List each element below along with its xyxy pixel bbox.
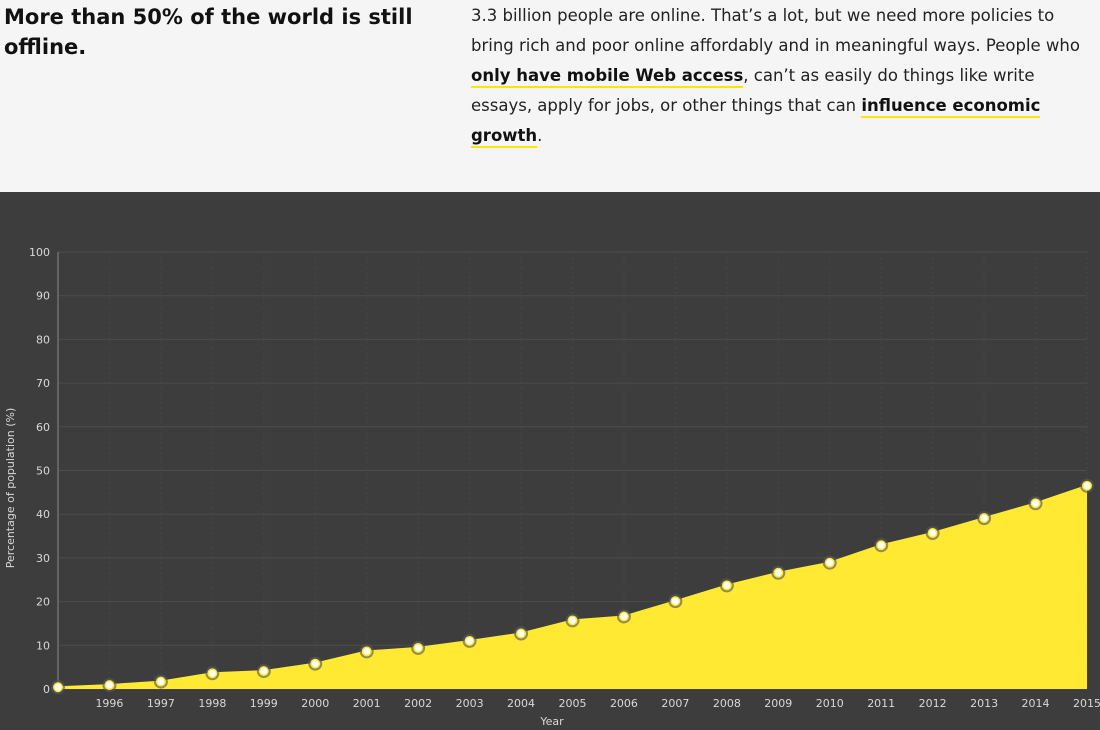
intro-text-2: , can’t as easily do things like write e… bbox=[471, 66, 1035, 115]
data-point[interactable] bbox=[258, 666, 269, 677]
x-tick-label: 2004 bbox=[507, 697, 535, 710]
x-tick-label: 2014 bbox=[1022, 697, 1050, 710]
x-tick-label: 1999 bbox=[250, 697, 278, 710]
x-axis-ticks: 1996 1997 1998 1999 2000 2001 2002 2003 2004 2005… bbox=[95, 697, 1100, 710]
data-point[interactable] bbox=[1030, 498, 1041, 509]
x-tick-label: 2011 bbox=[867, 697, 895, 710]
x-tick-label: 2007 bbox=[661, 697, 689, 710]
x-tick-label: 2015 bbox=[1073, 697, 1100, 710]
data-point[interactable] bbox=[567, 615, 578, 626]
x-tick-label: 2010 bbox=[816, 697, 844, 710]
y-tick-label: 20 bbox=[36, 596, 50, 609]
data-point[interactable] bbox=[207, 668, 218, 679]
y-axis-title: Percentage of population (%) bbox=[4, 408, 17, 569]
data-point[interactable] bbox=[721, 580, 732, 591]
data-points bbox=[51, 478, 1094, 695]
mobile-web-access-link[interactable]: only have mobile Web access bbox=[471, 66, 744, 88]
data-point[interactable] bbox=[155, 676, 166, 687]
y-axis-ticks: 0 10 20 30 40 50 60 70 80 90 100 bbox=[29, 246, 50, 696]
data-point[interactable] bbox=[310, 658, 321, 669]
x-tick-label: 1998 bbox=[198, 697, 226, 710]
data-point[interactable] bbox=[1082, 480, 1092, 491]
data-point[interactable] bbox=[824, 557, 835, 568]
intro-section: More than 50% of the world is still offl… bbox=[0, 0, 1100, 192]
x-tick-label: 1996 bbox=[95, 697, 123, 710]
y-tick-label: 10 bbox=[36, 639, 50, 652]
chart-panel: 0 10 20 30 40 50 60 70 80 90 100 1996 1997 1998 1999 2… bbox=[0, 192, 1100, 730]
x-tick-label: 2002 bbox=[404, 697, 432, 710]
y-tick-label: 50 bbox=[36, 465, 50, 478]
area-series-fill bbox=[58, 485, 1087, 689]
headline: More than 50% of the world is still offl… bbox=[4, 5, 413, 59]
data-point[interactable] bbox=[876, 540, 887, 551]
x-tick-label: 2006 bbox=[610, 697, 638, 710]
data-point[interactable] bbox=[516, 628, 526, 639]
data-point[interactable] bbox=[104, 680, 115, 691]
data-point[interactable] bbox=[413, 642, 424, 653]
data-point[interactable] bbox=[361, 646, 372, 657]
internet-users-area-chart: 0 10 20 30 40 50 60 70 80 90 100 1996 1997 1998 1999 2… bbox=[4, 246, 1100, 728]
y-tick-label: 70 bbox=[36, 377, 50, 390]
y-tick-label: 90 bbox=[36, 290, 50, 303]
data-point[interactable] bbox=[979, 513, 990, 524]
y-tick-label: 30 bbox=[36, 552, 50, 565]
x-axis-title: Year bbox=[539, 715, 564, 728]
data-point[interactable] bbox=[53, 682, 63, 693]
y-tick-label: 40 bbox=[36, 508, 50, 521]
data-point[interactable] bbox=[773, 567, 784, 578]
intro-text-1: 3.3 billion people are online. That’s a … bbox=[471, 6, 1080, 55]
y-tick-label: 60 bbox=[36, 421, 50, 434]
x-tick-label: 2009 bbox=[764, 697, 792, 710]
y-tick-label: 0 bbox=[43, 683, 50, 696]
intro-paragraph: 3.3 billion people are online. That’s a … bbox=[471, 1, 1091, 151]
intro-text-3: . bbox=[537, 126, 543, 145]
x-tick-label: 1997 bbox=[147, 697, 175, 710]
economic-growth-link[interactable]: influence economic growth bbox=[471, 96, 1041, 148]
x-tick-label: 2003 bbox=[456, 697, 484, 710]
chart-grid bbox=[57, 251, 1088, 690]
x-tick-label: 2008 bbox=[713, 697, 741, 710]
x-tick-label: 2000 bbox=[301, 697, 329, 710]
x-tick-label: 2012 bbox=[919, 697, 947, 710]
y-tick-label: 100 bbox=[29, 246, 50, 259]
data-point[interactable] bbox=[619, 611, 629, 622]
data-point[interactable] bbox=[670, 596, 681, 607]
data-point[interactable] bbox=[464, 635, 475, 646]
y-tick-label: 80 bbox=[36, 333, 50, 346]
x-tick-label: 2001 bbox=[353, 697, 381, 710]
data-point[interactable] bbox=[927, 528, 938, 538]
x-tick-label: 2005 bbox=[559, 697, 587, 710]
x-tick-label: 2013 bbox=[970, 697, 998, 710]
